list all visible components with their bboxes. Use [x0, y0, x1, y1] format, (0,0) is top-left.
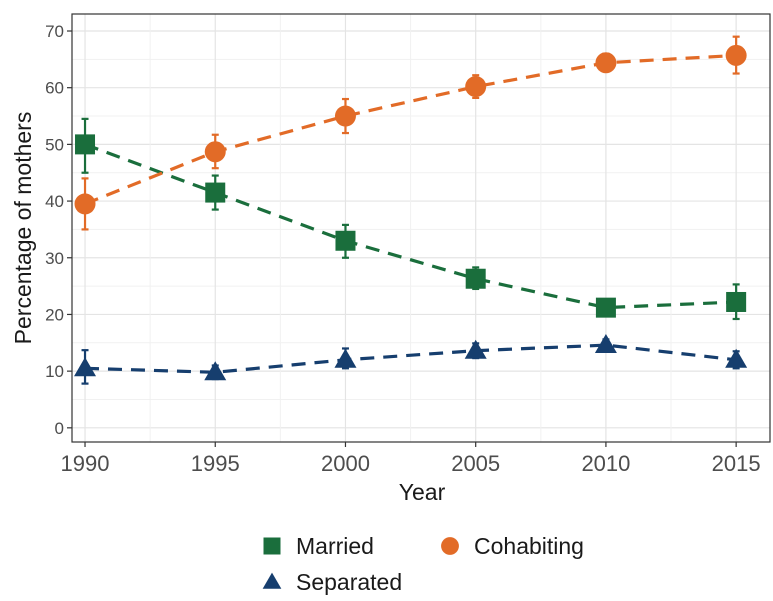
data-point	[725, 44, 747, 66]
data-point	[205, 182, 226, 203]
x-tick-label: 2000	[321, 451, 370, 476]
series-line	[84, 142, 737, 310]
x-tick-label: 2005	[451, 451, 500, 476]
x-tick-label: 2010	[581, 451, 630, 476]
x-tick-label: 1995	[191, 451, 240, 476]
data-point	[334, 348, 357, 368]
legend-label: Married	[296, 533, 374, 559]
data-point	[335, 230, 356, 251]
data-point	[594, 334, 617, 354]
legend: Married Cohabiting Separated	[262, 533, 584, 595]
series-cohabiting	[74, 35, 747, 231]
legend-label: Separated	[296, 569, 402, 595]
series-line	[84, 343, 737, 374]
axes: 0 10 20 30 40 50 60 70 1990 1995 2000 2005 2010 2015	[45, 13, 771, 476]
legend-item-separated: Separated	[262, 569, 402, 595]
series-married	[75, 117, 747, 321]
x-tick-label: 1990	[61, 451, 110, 476]
y-tick-label: 50	[45, 135, 64, 154]
legend-key	[262, 572, 282, 589]
y-axis-label: Percentage of mothers	[10, 112, 36, 345]
legend-label: Cohabiting	[474, 533, 584, 559]
y-tick-label: 30	[45, 249, 64, 268]
x-tick-label: 2015	[712, 451, 761, 476]
data-point	[465, 76, 487, 98]
data-point	[204, 361, 227, 381]
y-tick-label: 70	[45, 22, 64, 41]
series-separated	[74, 334, 748, 385]
legend-key	[263, 537, 281, 555]
data-point	[595, 52, 617, 74]
y-tick-label: 20	[45, 305, 64, 324]
data-point	[74, 193, 96, 215]
y-tick-label: 10	[45, 362, 64, 381]
y-tick-label: 0	[55, 419, 64, 438]
data-point	[204, 141, 226, 163]
series-line	[84, 53, 737, 206]
data-point	[464, 339, 487, 359]
legend-item-married: Married	[263, 533, 374, 559]
x-axis-label: Year	[399, 479, 446, 505]
series	[74, 35, 748, 385]
data-point	[595, 297, 616, 318]
data-point	[726, 291, 747, 312]
data-point	[74, 357, 97, 377]
legend-key	[441, 537, 459, 555]
data-point	[465, 268, 486, 289]
legend-item-cohabiting: Cohabiting	[441, 533, 584, 559]
y-tick-label: 60	[45, 79, 64, 98]
data-point	[725, 348, 748, 368]
plot-border	[71, 13, 771, 443]
y-tick-label: 40	[45, 192, 64, 211]
data-point	[334, 105, 356, 127]
gridlines	[72, 14, 770, 442]
data-point	[75, 134, 96, 155]
